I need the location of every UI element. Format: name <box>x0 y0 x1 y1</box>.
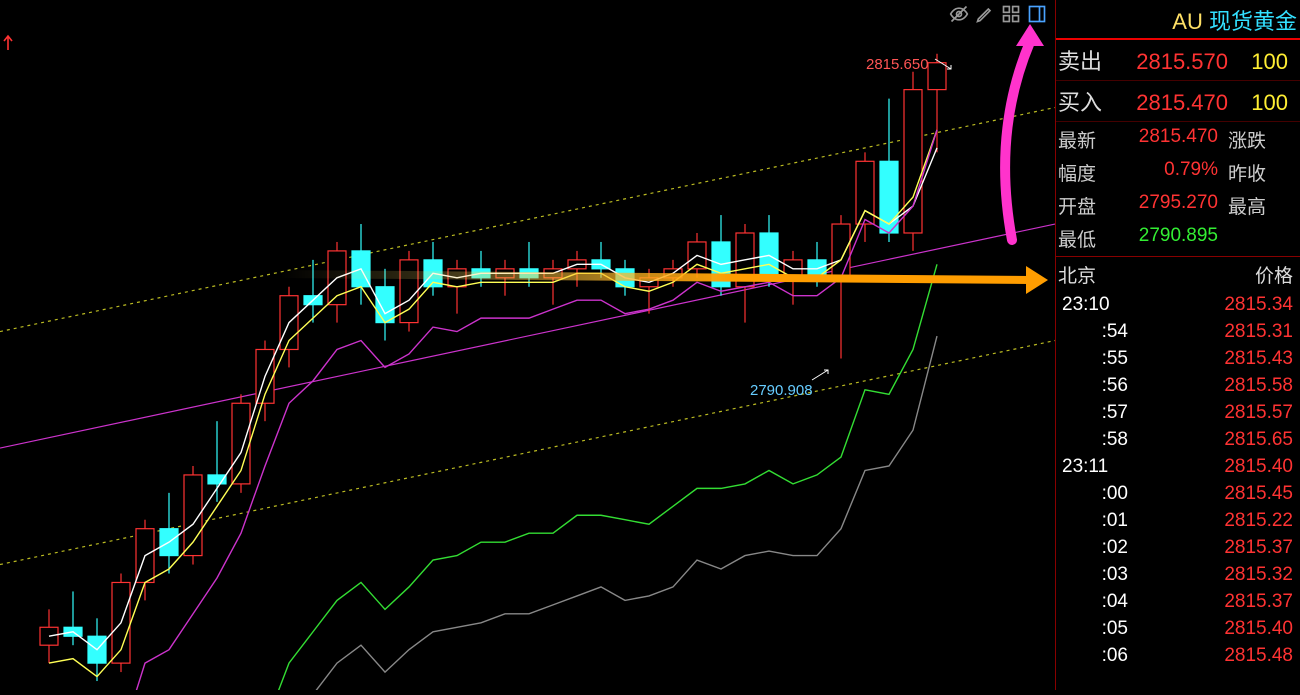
tick-row: 23:102815.34 <box>1056 292 1300 319</box>
chart-toolbar <box>949 4 1047 29</box>
pencil-icon[interactable] <box>975 4 995 29</box>
open-value: 2795.270 <box>1108 192 1218 219</box>
chart-area[interactable]: 2815.650 2790.908 <box>0 0 1055 690</box>
latest-label: 最新 <box>1058 126 1108 153</box>
tick-row: :562815.58 <box>1056 373 1300 400</box>
latest-value: 2815.470 <box>1108 126 1218 153</box>
tick-row: 23:112815.40 <box>1056 454 1300 481</box>
empty-cell <box>1218 225 1300 252</box>
change-label: 涨跌 <box>1218 126 1300 153</box>
low-label: 最低 <box>1058 225 1108 252</box>
tick-row: :002815.45 <box>1056 481 1300 508</box>
tick-list: 23:102815.34:542815.31:552815.43:562815.… <box>1056 292 1300 670</box>
instrument-title: AU 现货黄金 <box>1056 0 1300 40</box>
buy-price: 2815.470 <box>1108 90 1228 116</box>
high-price-label: 2815.650 <box>866 56 955 73</box>
open-label: 开盘 <box>1058 192 1108 219</box>
panel-icon[interactable] <box>1027 4 1047 29</box>
tick-row: :582815.65 <box>1056 427 1300 454</box>
tick-row: :572815.57 <box>1056 400 1300 427</box>
tick-row: :012815.22 <box>1056 508 1300 535</box>
pct-value: 0.79% <box>1108 159 1218 186</box>
info-grid: 最新 2815.470 涨跌 幅度 0.79% 昨收 开盘 2795.270 最… <box>1056 122 1300 257</box>
tick-row: :052815.40 <box>1056 616 1300 643</box>
tick-row: :042815.37 <box>1056 589 1300 616</box>
eye-off-icon[interactable] <box>949 4 969 29</box>
tick-row: :552815.43 <box>1056 346 1300 373</box>
buy-label: 买入 <box>1058 85 1108 117</box>
tick-row: :022815.37 <box>1056 535 1300 562</box>
buy-row: 买入 2815.470 100 <box>1056 81 1300 122</box>
sell-price: 2815.570 <box>1108 49 1228 75</box>
title-name: 现货黄金 <box>1209 9 1297 34</box>
high-label: 最高 <box>1218 192 1300 219</box>
tick-time-header: 北京 <box>1058 261 1128 288</box>
low-price-label: 2790.908 <box>750 382 813 399</box>
pct-label: 幅度 <box>1058 159 1108 186</box>
tick-header: 北京 价格 <box>1056 257 1300 292</box>
title-prefix: AU <box>1172 9 1203 34</box>
grid-icon[interactable] <box>1001 4 1021 29</box>
tick-row: :062815.48 <box>1056 643 1300 670</box>
prev-label: 昨收 <box>1218 159 1300 186</box>
low-value: 2790.895 <box>1108 225 1218 252</box>
sell-label: 卖出 <box>1058 44 1108 76</box>
sell-row: 卖出 2815.570 100 <box>1056 40 1300 81</box>
sell-volume: 100 <box>1228 49 1288 75</box>
candlestick-chart <box>0 0 1055 690</box>
tick-row: :542815.31 <box>1056 319 1300 346</box>
buy-volume: 100 <box>1228 90 1288 116</box>
quote-panel: AU 现货黄金 卖出 2815.570 100 买入 2815.470 100 … <box>1055 0 1300 690</box>
tick-price-header: 价格 <box>1128 261 1299 288</box>
tick-row: :032815.32 <box>1056 562 1300 589</box>
